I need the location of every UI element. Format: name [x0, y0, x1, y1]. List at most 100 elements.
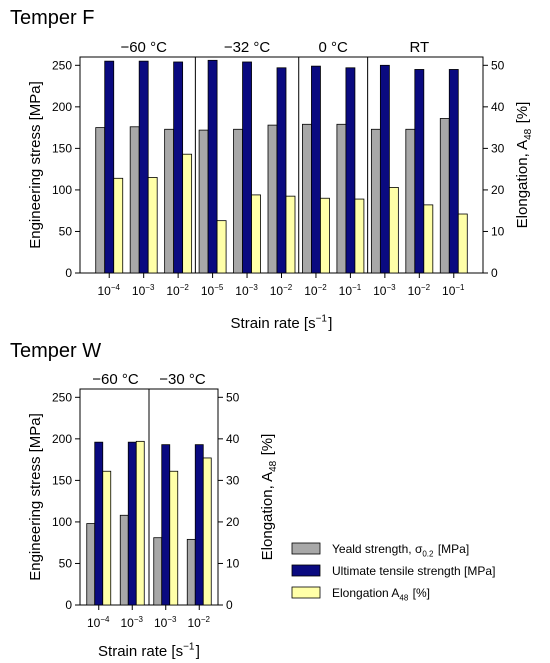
panel1-x-tick-label: 10−3: [154, 615, 178, 630]
panel0-x-tick-label: 10−2: [408, 283, 432, 298]
panel1-group-label: −30 °C: [159, 371, 206, 388]
panel0-x-tick-label: 10−2: [166, 283, 190, 298]
panel1-bar-yield: [153, 537, 163, 606]
panel0-bar-elongation: [216, 220, 227, 274]
panel1-y2-tick-label: 30: [226, 473, 240, 487]
panel0-y-tick-label: 250: [52, 58, 72, 72]
panel1-bar-elongation: [135, 440, 145, 606]
panel1-x-tick-label: 10−3: [121, 615, 145, 630]
panel0-bar-uts: [207, 59, 218, 274]
panel0-group-label: −60 °C: [120, 39, 167, 56]
panel0-bar-yield: [95, 127, 106, 274]
panel0-bar-elongation: [147, 177, 158, 274]
panel1-y-tick-label: 100: [52, 515, 72, 529]
panel0-bar-elongation: [423, 204, 434, 274]
panel0-bar-yield: [198, 129, 209, 274]
panel0-bar-uts: [311, 65, 321, 274]
panel0-bar-yield: [233, 128, 243, 274]
panel0-group-label: 0 °C: [319, 39, 349, 56]
panel0-bar-yield: [129, 126, 140, 274]
panel0-y2-tick-label: 50: [491, 58, 505, 72]
panel0-bar-elongation: [182, 153, 193, 274]
panel1-bar-yield: [86, 523, 96, 606]
panel1-bar-uts: [94, 441, 104, 606]
panel0-y2-tick-label: 0: [491, 266, 498, 280]
panel1-bar-uts: [194, 444, 204, 606]
panel1-y-axis-label: Engineering stress [MPa]: [27, 413, 44, 581]
panel1-y-tick-label: 250: [52, 390, 72, 404]
panel1-legend-label: Elongation A48 [%]: [332, 586, 430, 602]
panel0-y2-tick-label: 20: [491, 183, 505, 197]
panel0-bar-yield: [336, 123, 347, 274]
panel1-y2-tick-label: 40: [226, 432, 240, 446]
panel1-y2-tick-label: 10: [226, 556, 240, 570]
panel0-y-tick-label: 0: [65, 266, 72, 280]
panel0-bar-uts: [379, 64, 390, 274]
panel0-bar-yield: [439, 118, 450, 274]
panel0-x-tick-label: 10−1: [339, 283, 363, 298]
panel1-legend-swatch: [291, 542, 321, 555]
panel0-title: Temper F: [10, 7, 94, 29]
panel1-x-axis-label: Strain rate [s−1 ]: [98, 642, 200, 660]
panel1-bar-uts: [161, 444, 171, 606]
panel0-bar-yield: [405, 128, 416, 274]
panel1-y2-axis-label: Elongation, A48 [%]: [259, 434, 279, 561]
panel0-y2-axis-label: Elongation, A48 [%]: [514, 102, 534, 229]
panel0-bar-uts: [276, 67, 287, 274]
panel0-bar-elongation: [285, 195, 296, 274]
panel1-bar-yield: [119, 514, 129, 606]
panel0-bar-uts: [242, 61, 252, 274]
panel1-legend-swatch: [291, 564, 321, 577]
panel0-x-tick-label: 10−4: [97, 283, 120, 298]
panel1-bar-elongation: [102, 470, 112, 606]
panel0-bar-uts: [104, 60, 115, 274]
panel0-bar-yield: [302, 123, 312, 274]
panel1-y-tick-label: 50: [59, 556, 73, 570]
panel1-y2-tick-label: 50: [226, 390, 240, 404]
panel1-y2-tick-label: 20: [226, 515, 240, 529]
panel1-x-tick-label: 10−4: [87, 615, 111, 630]
panel1-y-tick-label: 200: [52, 432, 72, 446]
panel1-group-label: −60 °C: [92, 371, 139, 388]
panel0-x-tick-label: 10−1: [442, 283, 466, 298]
panel0-bar-uts: [345, 67, 356, 274]
panel0-y-tick-label: 150: [52, 141, 72, 155]
panel1-legend-label: Yeald strength, σ0.2 [MPa]: [332, 542, 469, 558]
panel0-x-tick-label: 10−5: [201, 283, 225, 298]
panel0-y-tick-label: 50: [59, 224, 73, 238]
panel0-group-label: RT: [409, 39, 429, 56]
panel1-y2-tick-label: 0: [226, 598, 233, 612]
panel0-bar-elongation: [457, 213, 468, 274]
panel0-y2-tick-label: 40: [491, 100, 505, 114]
panel0-bar-elongation: [251, 194, 261, 274]
panel0-bar-uts: [173, 61, 184, 274]
panel0-bar-uts: [414, 69, 425, 274]
panel0-y-tick-label: 200: [52, 100, 72, 114]
panel0-bar-elongation: [388, 187, 399, 274]
panel0-x-tick-label: 10−2: [270, 283, 294, 298]
panel1-x-tick-label: 10−2: [188, 615, 212, 630]
panel1-bar-elongation: [202, 457, 212, 606]
panel1-legend-label: Ultimate tensile strength [MPa]: [332, 564, 495, 578]
panel0-x-tick-label: 10−3: [373, 283, 397, 298]
panel1-legend-swatch: [291, 586, 321, 599]
panel0-y-tick-label: 100: [52, 183, 72, 197]
panel1-bar-yield: [186, 538, 196, 606]
panel0-bar-uts: [138, 60, 149, 274]
panel0-x-tick-label: 10−3: [132, 283, 156, 298]
panel0-x-axis-label: Strain rate [s−1 ]: [231, 314, 333, 332]
panel1-bar-elongation: [169, 470, 179, 606]
panel0-bar-yield: [267, 124, 278, 274]
panel0-bar-elongation: [113, 177, 124, 274]
panel0-y-axis-label: Engineering stress [MPa]: [27, 81, 44, 249]
panel0-bar-uts: [448, 69, 459, 274]
panel1-bar-uts: [127, 441, 137, 606]
panel1-y-tick-label: 0: [65, 598, 72, 612]
panel1-title: Temper W: [10, 340, 101, 362]
panel0-bar-elongation: [354, 198, 365, 274]
panel0-y2-tick-label: 10: [491, 224, 505, 238]
panel0-bar-yield: [164, 128, 175, 274]
panel0-x-tick-label: 10−2: [304, 283, 328, 298]
panel0-bar-elongation: [320, 197, 330, 274]
